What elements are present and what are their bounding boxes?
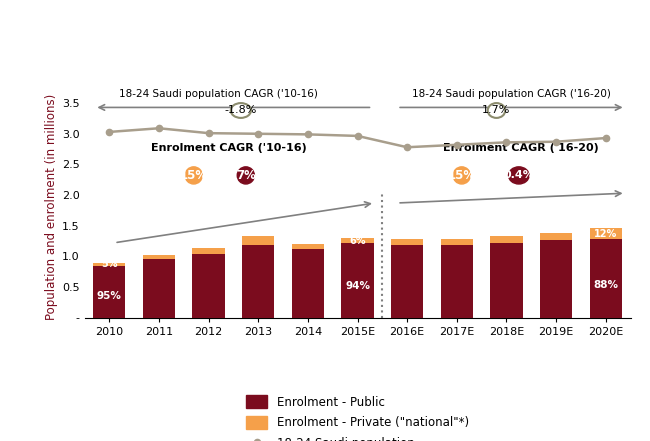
Bar [93, 266, 125, 318]
Bar [590, 239, 622, 318]
Bar [490, 236, 523, 243]
Text: 5%: 5% [101, 259, 118, 269]
Ellipse shape [453, 167, 471, 184]
Bar [441, 239, 473, 245]
Text: 1.7%: 1.7% [482, 105, 511, 116]
Bar [490, 243, 523, 318]
Bar [341, 243, 374, 318]
Text: 18-24 Saudi population CAGR ('10-16): 18-24 Saudi population CAGR ('10-16) [119, 89, 318, 99]
Text: 88%: 88% [593, 280, 618, 290]
Bar [292, 249, 324, 318]
Bar [192, 248, 225, 254]
Text: 12%: 12% [594, 229, 618, 239]
Y-axis label: Population and enrolment (in millions): Population and enrolment (in millions) [45, 94, 58, 321]
Text: 0.4%: 0.4% [503, 170, 534, 180]
Ellipse shape [488, 103, 505, 118]
Bar [540, 233, 572, 240]
Bar [391, 245, 423, 318]
Ellipse shape [231, 103, 251, 118]
Bar [143, 255, 175, 259]
Bar [540, 240, 572, 318]
Bar [242, 236, 274, 245]
Bar [93, 263, 125, 266]
Bar [341, 238, 374, 243]
Bar [590, 228, 622, 239]
Text: 6%: 6% [349, 236, 366, 246]
Text: 15%: 15% [179, 169, 208, 182]
Ellipse shape [185, 167, 202, 184]
Text: 94%: 94% [345, 281, 370, 292]
Text: Enrolment CAGR ('16-20): Enrolment CAGR ('16-20) [443, 143, 599, 153]
Text: 18-24 Saudi population CAGR ('16-20): 18-24 Saudi population CAGR ('16-20) [412, 89, 611, 99]
Bar [441, 245, 473, 318]
Text: 95%: 95% [97, 291, 122, 301]
Bar [391, 239, 423, 245]
Text: -1.8%: -1.8% [225, 105, 257, 116]
Legend: Enrolment - Public, Enrolment - Private ("national"*), 18-24 Saudi population: Enrolment - Public, Enrolment - Private … [240, 389, 474, 441]
Text: 15%: 15% [448, 169, 476, 182]
Text: 7%: 7% [236, 169, 255, 182]
Bar [143, 259, 175, 318]
Bar [242, 245, 274, 318]
Bar [192, 254, 225, 318]
Ellipse shape [508, 167, 529, 184]
Bar [292, 244, 324, 249]
Ellipse shape [237, 167, 254, 184]
Text: Enrolment CAGR ('10-16): Enrolment CAGR ('10-16) [151, 143, 306, 153]
